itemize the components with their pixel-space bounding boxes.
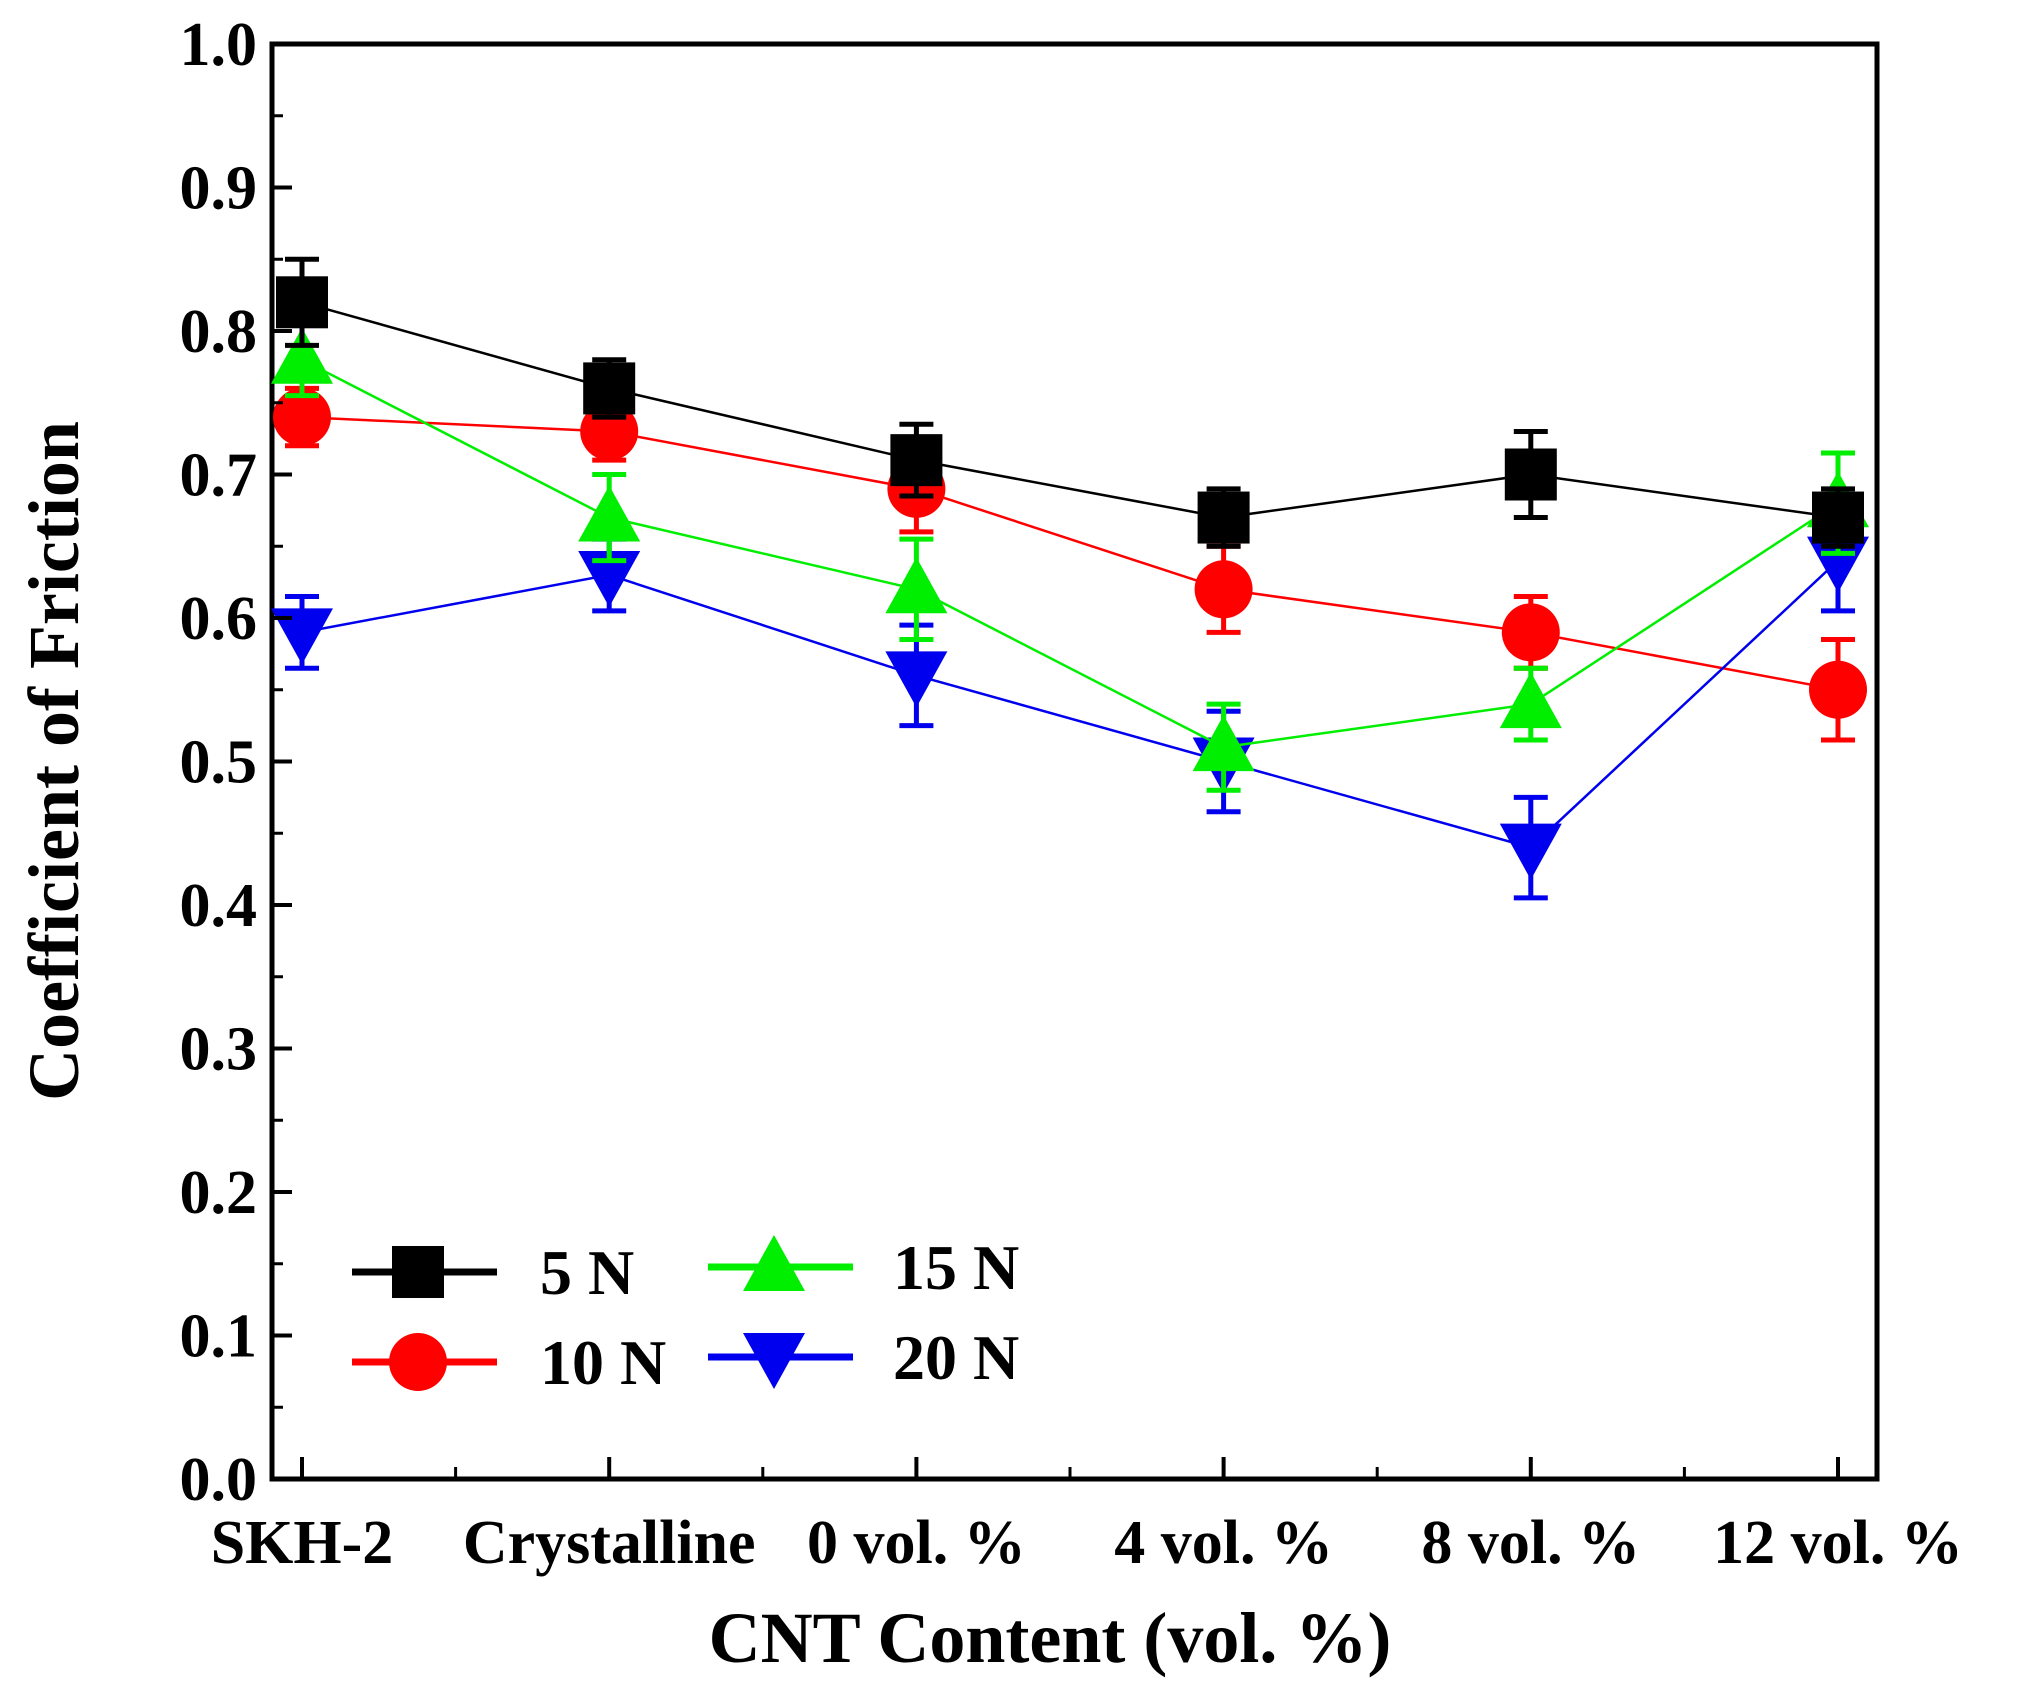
series-layer bbox=[271, 256, 1869, 901]
data-point bbox=[1812, 491, 1864, 544]
data-point bbox=[1504, 448, 1557, 501]
y-tick-label: 0.9 bbox=[180, 155, 258, 223]
data-point bbox=[1197, 491, 1250, 544]
data-point bbox=[578, 550, 641, 607]
x-tick-label: SKH-2 bbox=[211, 1509, 394, 1577]
x-tick-label: 8 vol. % bbox=[1421, 1509, 1640, 1577]
legend-label: 15 N bbox=[893, 1232, 1019, 1303]
axis-layer: 0.0 0.1 0.2 0.3 0.4 0.5 0.6 0.7 0.8 0.9 1.0 SKH-2 Cr… bbox=[180, 11, 1963, 1577]
x-tick-label: 12 vol. % bbox=[1713, 1509, 1963, 1577]
legend-item-10-n: 10 N bbox=[352, 1327, 666, 1398]
x-tick-label: Crystalline bbox=[463, 1509, 756, 1577]
data-point bbox=[885, 557, 948, 614]
y-tick-label: 0.0 bbox=[180, 1446, 258, 1514]
data-point bbox=[1499, 823, 1562, 880]
legend: 5 N 10 N 15 N 20 N bbox=[352, 1232, 1019, 1398]
y-tick-label: 0.3 bbox=[180, 1016, 258, 1084]
y-tick-label: 0.2 bbox=[180, 1159, 258, 1227]
y-tick-label: 0.7 bbox=[180, 442, 258, 510]
legend-item-20-n: 20 N bbox=[708, 1322, 1019, 1393]
data-point bbox=[271, 327, 333, 384]
data-point bbox=[273, 388, 331, 447]
data-point bbox=[1807, 536, 1869, 593]
series-5-n bbox=[276, 256, 1864, 549]
plot-frame bbox=[269, 41, 1880, 1482]
legend-label: 5 N bbox=[540, 1237, 634, 1308]
series-20-n bbox=[271, 507, 1869, 901]
data-point bbox=[1192, 715, 1255, 772]
data-point bbox=[276, 276, 328, 329]
series-line bbox=[301, 301, 1839, 519]
legend-item-5-n: 5 N bbox=[352, 1237, 634, 1308]
series-line bbox=[301, 358, 1839, 749]
legend-marker bbox=[392, 1246, 444, 1298]
data-point bbox=[1499, 672, 1562, 729]
y-tick-label: 0.1 bbox=[180, 1303, 258, 1371]
y-tick-label: 0.6 bbox=[180, 585, 258, 653]
y-tick-label: 0.5 bbox=[180, 729, 258, 797]
data-point bbox=[1194, 560, 1253, 619]
data-point bbox=[583, 362, 636, 415]
series-10-n bbox=[273, 385, 1867, 743]
y-axis-title: Coefficient of Friction bbox=[14, 421, 94, 1101]
data-point bbox=[1501, 603, 1560, 662]
data-point bbox=[885, 651, 948, 708]
data-point bbox=[890, 434, 943, 487]
legend-label: 10 N bbox=[540, 1327, 666, 1398]
series-15-n bbox=[271, 321, 1869, 793]
legend-item-15-n: 15 N bbox=[708, 1232, 1019, 1303]
data-point bbox=[578, 485, 641, 542]
y-tick-label: 1.0 bbox=[180, 11, 258, 79]
series-line bbox=[301, 415, 1839, 691]
legend-label: 20 N bbox=[893, 1322, 1019, 1393]
legend-marker bbox=[743, 1333, 805, 1389]
data-point bbox=[1809, 660, 1867, 719]
legend-marker bbox=[743, 1235, 805, 1291]
x-tick-label: 0 vol. % bbox=[807, 1509, 1026, 1577]
y-tick-label: 0.8 bbox=[180, 298, 258, 366]
series-line bbox=[301, 559, 1839, 849]
y-tick-label: 0.4 bbox=[180, 872, 258, 940]
data-point bbox=[271, 608, 333, 665]
x-tick-label: 4 vol. % bbox=[1114, 1509, 1333, 1577]
x-axis-title: CNT Content (vol. %) bbox=[709, 1598, 1392, 1678]
legend-marker bbox=[389, 1333, 447, 1391]
